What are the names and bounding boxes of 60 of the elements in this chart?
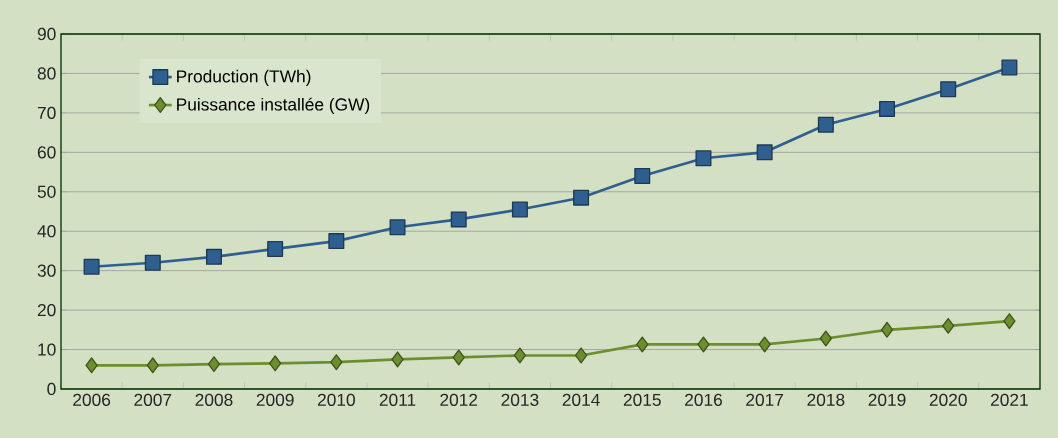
- point: [511, 201, 528, 218]
- point: [452, 349, 465, 366]
- point: [389, 219, 406, 236]
- point: [756, 144, 773, 161]
- x-tick-label: 2020: [929, 393, 967, 406]
- legend-label: Puissance installée (GW): [177, 97, 370, 115]
- point: [328, 233, 345, 250]
- point: [1003, 313, 1016, 330]
- point: [268, 355, 282, 372]
- y-tick-label: 50: [37, 185, 56, 198]
- x-tick-label: 2018: [807, 393, 845, 406]
- point: [573, 189, 590, 206]
- point: [1001, 59, 1018, 76]
- point: [819, 330, 833, 347]
- point: [207, 356, 221, 373]
- point: [697, 336, 710, 353]
- point: [940, 81, 957, 98]
- y-tick-label: 80: [37, 67, 56, 80]
- y-tick-label: 60: [37, 146, 56, 159]
- point: [146, 357, 159, 374]
- point: [634, 167, 651, 184]
- y-tick-label: 10: [38, 343, 56, 356]
- x-tick-label: 2007: [134, 393, 172, 406]
- point: [513, 347, 527, 364]
- point: [695, 150, 712, 167]
- point: [267, 240, 284, 257]
- y-tick-label: 0: [47, 382, 56, 396]
- point: [817, 116, 834, 133]
- x-tick-label: 2008: [195, 393, 233, 406]
- x-tick-label: 2014: [562, 393, 600, 406]
- y-tick-label: 40: [37, 225, 56, 238]
- y-tick-label: 70: [37, 106, 56, 120]
- point: [574, 347, 588, 364]
- x-tick-label: 2016: [685, 393, 722, 406]
- x-tick-label: 2019: [868, 393, 906, 406]
- x-tick-label: 2009: [256, 393, 294, 406]
- point: [942, 317, 955, 334]
- y-tick-label: 90: [37, 27, 56, 41]
- x-tick-label: 2010: [317, 393, 355, 406]
- y-tick-label: 30: [37, 264, 56, 277]
- point: [758, 336, 771, 353]
- point: [391, 351, 404, 368]
- legend-label: Production (TWh): [177, 69, 311, 86]
- point: [330, 354, 343, 371]
- x-tick-label: 2011: [379, 393, 416, 406]
- point: [450, 211, 467, 228]
- y-tick-label: 20: [37, 303, 56, 317]
- x-tick-label: 2021: [991, 393, 1028, 406]
- point: [879, 100, 896, 117]
- x-tick-label: 2006: [73, 393, 111, 406]
- x-tick-label: 2017: [746, 393, 784, 406]
- point: [636, 336, 649, 353]
- point: [880, 321, 894, 338]
- point: [205, 248, 222, 265]
- point: [83, 258, 100, 275]
- x-tick-label: 2012: [440, 393, 478, 406]
- point: [144, 254, 161, 271]
- point: [85, 357, 98, 374]
- x-tick-label: 2013: [501, 393, 539, 406]
- x-tick-label: 2015: [623, 393, 661, 406]
